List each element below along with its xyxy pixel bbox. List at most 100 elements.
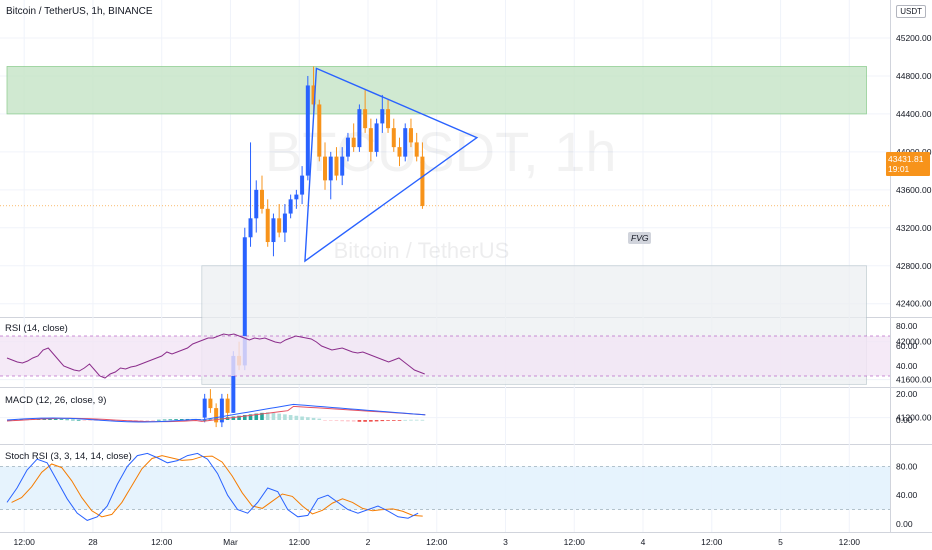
macd-histogram-bar	[277, 413, 281, 420]
macd-histogram-bar	[283, 414, 287, 420]
macd-histogram-bar	[414, 419, 419, 421]
candle-body	[397, 147, 402, 157]
candle-body	[311, 85, 316, 105]
price-axis-label: 42000.00	[896, 337, 932, 347]
candle-body	[328, 156, 333, 181]
stoch-rsi-title: Stoch RSI (3, 3, 14, 14, close)	[5, 451, 132, 462]
current-price-tag: 43431.81 19:01	[886, 152, 930, 176]
macd-histogram-bar	[134, 420, 138, 421]
macd-histogram-bar	[346, 420, 350, 422]
macd-histogram-bar	[71, 419, 75, 421]
stoch-d-line	[11, 455, 423, 518]
time-axis-label: 12:00	[289, 537, 311, 547]
macd-histogram-bar	[397, 420, 402, 421]
macd-histogram-bar	[111, 420, 115, 422]
macd-histogram-bar	[306, 417, 310, 420]
time-axis-label: 12:00	[839, 537, 861, 547]
candle-body	[288, 199, 293, 214]
time-axis-label: 28	[88, 537, 98, 547]
chart-title: Bitcoin / TetherUS, 1h, BINANCE	[6, 6, 153, 17]
macd-histogram-bar	[248, 414, 253, 420]
symmetrical-triangle	[304, 67, 479, 263]
candle-body	[231, 355, 236, 413]
macd-histogram-bar	[162, 419, 167, 421]
macd-histogram-bar	[340, 420, 345, 422]
time-axis-label: Mar	[223, 537, 238, 547]
rsi-band	[0, 336, 890, 376]
candle-body	[363, 109, 368, 129]
watermark-name: Bitcoin / TetherUS	[334, 238, 510, 263]
macd-histogram-bar	[53, 419, 58, 420]
stoch-axis-label: 80.00	[896, 461, 918, 471]
macd-histogram-bar	[369, 420, 373, 422]
rsi-axis-label: 80.00	[896, 321, 918, 331]
macd-histogram-bar	[351, 420, 356, 422]
macd-histogram-bar	[260, 412, 264, 420]
candle-body	[248, 218, 253, 238]
candle-body	[202, 398, 207, 418]
macd-histogram-bar	[386, 420, 390, 421]
time-axis-label: 2	[366, 537, 371, 547]
candle-body	[403, 128, 408, 157]
candle-body	[294, 194, 299, 200]
macd-histogram-bar	[357, 420, 362, 422]
rsi-title: RSI (14, close)	[5, 323, 68, 334]
time-axis-label: 4	[641, 537, 646, 547]
time-axis-label: 12:00	[426, 537, 448, 547]
macd-histogram-bar	[409, 419, 413, 421]
macd-histogram-bar	[168, 419, 173, 421]
macd-histogram-bar	[59, 419, 64, 420]
rsi-axis-label: 40.00	[896, 361, 918, 371]
macd-histogram-bar	[82, 420, 87, 421]
candle-body	[386, 109, 391, 129]
candle-body	[317, 104, 322, 157]
time-axis-label: 12:00	[151, 537, 173, 547]
macd-histogram-bar	[145, 420, 150, 421]
candle-countdown: 19:01	[888, 164, 910, 174]
candle-body	[208, 398, 213, 409]
candle-body	[340, 156, 345, 176]
macd-histogram-bar	[151, 420, 155, 421]
candle-body	[305, 85, 310, 176]
rsi-line	[6, 333, 425, 379]
macd-histogram-bar	[363, 420, 367, 422]
macd-histogram-bar	[323, 420, 327, 421]
candle-body	[300, 175, 305, 195]
candle-body	[225, 398, 230, 413]
price-axis-label: 44400.00	[896, 109, 932, 119]
fvg-label: FVG	[628, 232, 652, 244]
candle-body	[282, 213, 287, 233]
price-axis-label: 41200.00	[896, 413, 932, 423]
currency-button[interactable]: USDT	[896, 5, 926, 18]
candle-body	[345, 137, 350, 157]
stoch-band	[0, 466, 890, 510]
candle-body	[357, 109, 362, 148]
time-axis-label: 5	[778, 537, 783, 547]
candle-body	[323, 156, 328, 181]
macd-histogram-bar	[208, 419, 213, 421]
macd-histogram-bar	[231, 416, 236, 420]
macd-histogram-bar	[65, 419, 69, 421]
macd-histogram-bar	[42, 418, 47, 420]
price-axis-label: 42800.00	[896, 261, 932, 271]
macd-histogram-bar	[420, 419, 425, 421]
candle-body	[259, 189, 264, 209]
macd-histogram-bar	[328, 420, 333, 421]
macd-histogram-bar	[48, 418, 52, 420]
price-axis-label: 45200.00	[896, 33, 932, 43]
macd-histogram-bar	[174, 419, 178, 420]
time-axis-label: 3	[503, 537, 508, 547]
macd-histogram-bar	[139, 420, 144, 421]
macd-histogram-bar	[254, 413, 259, 420]
macd-histogram-bar	[403, 419, 408, 421]
candle-body	[420, 156, 425, 206]
candle-body	[408, 128, 413, 143]
macd-histogram-bar	[76, 419, 81, 421]
price-axis-label: 43200.00	[896, 223, 932, 233]
macd-histogram-bar	[334, 420, 339, 421]
candle-body	[368, 128, 373, 152]
price-axis-label: 44800.00	[896, 71, 932, 81]
macd-histogram-bar	[265, 412, 270, 420]
stoch-k-line	[6, 452, 419, 521]
